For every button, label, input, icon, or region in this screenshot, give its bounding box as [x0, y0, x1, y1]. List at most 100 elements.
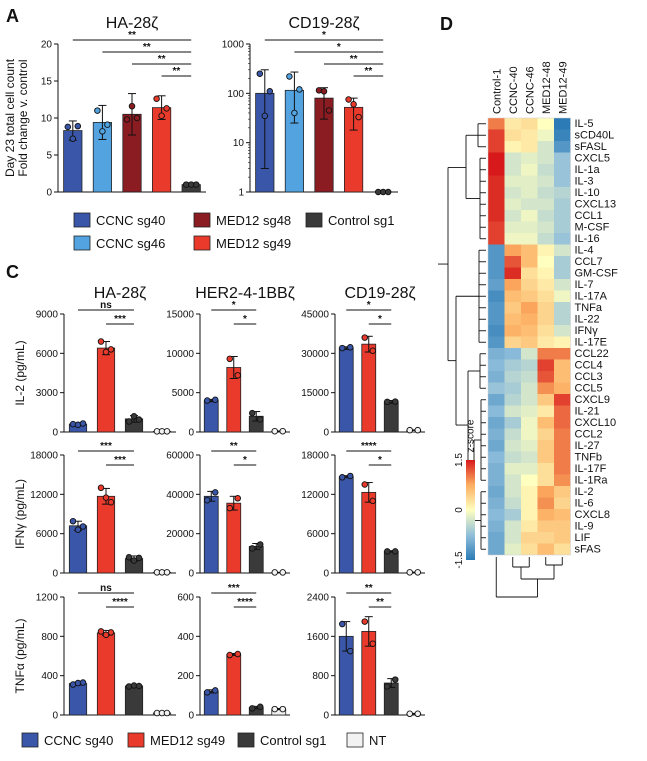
heatmap-cell — [521, 267, 538, 279]
heatmap-cell — [488, 336, 505, 348]
data-point — [69, 135, 77, 142]
significance-label: ** — [230, 441, 238, 452]
significance-label: * — [243, 455, 247, 466]
data-point — [325, 107, 333, 114]
heatmap-cell — [521, 532, 538, 544]
heatmap-row-label: CXCL9 — [575, 394, 610, 406]
heatmap-cell — [521, 129, 538, 141]
legend-swatch — [21, 732, 39, 748]
heatmap-cell — [488, 129, 505, 141]
heatmap-row-label: LIF — [575, 532, 591, 544]
data-point — [163, 569, 171, 576]
heatmap-cell — [554, 279, 571, 291]
heatmap-cell — [537, 509, 554, 521]
data-point — [406, 569, 414, 576]
data-point — [369, 497, 377, 505]
data-point — [392, 398, 399, 405]
significance-label: ** — [173, 66, 181, 77]
heatmap-cell — [488, 187, 505, 199]
data-point — [107, 346, 115, 353]
heatmap-row-label: CCL4 — [575, 360, 603, 372]
heatmap-cell — [521, 198, 538, 210]
heatmap-cell — [537, 175, 554, 187]
heatmap-cell — [537, 129, 554, 141]
y-tick-label: 9000 — [36, 310, 59, 321]
heatmap-cell — [521, 118, 538, 130]
heatmap-row-label: IL-17E — [575, 337, 607, 349]
data-point — [257, 416, 264, 423]
heatmap-cell — [488, 290, 505, 302]
heatmap-row-label: IFNγ — [575, 325, 599, 337]
heatmap-cell — [504, 371, 521, 383]
data-point — [97, 484, 105, 492]
heatmap-cell — [504, 543, 521, 555]
heatmap-row-label: CCL3 — [575, 371, 603, 383]
heatmap-cell — [488, 428, 505, 440]
data-point — [133, 114, 141, 122]
data-point — [104, 121, 111, 128]
heatmap-row-label: CCL22 — [575, 348, 609, 360]
heatmap-cell — [488, 543, 505, 555]
y-tick-label: 400 — [177, 632, 194, 643]
heatmap-cell — [554, 290, 571, 302]
y-tick-label: 6000 — [36, 529, 59, 540]
y-tick-label: 100 — [227, 89, 244, 100]
chart-title: HA-28ζ — [106, 15, 158, 32]
legend-swatch — [305, 212, 323, 228]
heatmap-cell — [554, 486, 571, 498]
colorbar-label: z-score — [466, 419, 477, 452]
heatmap-cell — [521, 313, 538, 325]
legend-c: CCNC sg40 MED12 sg49 Control sg1 NT — [21, 732, 386, 748]
heatmap-cell — [488, 233, 505, 245]
y-tick-label: 45000 — [301, 310, 329, 321]
significance-label: ** — [143, 42, 151, 53]
significance-label: **** — [361, 441, 377, 452]
y-tick-label: 10000 — [166, 349, 194, 360]
heatmap-row-label: IL-17F — [575, 463, 607, 475]
chart-C-IFNg-CD19: 0 6000 12000 18000 ***** — [301, 441, 425, 580]
heatmap-cell — [488, 463, 505, 475]
heatmap-cell — [554, 336, 571, 348]
data-point — [79, 420, 87, 427]
y-tick-label: 1600 — [307, 632, 330, 643]
legend-label: CCNC sg40 — [96, 213, 165, 228]
heatmap-cell — [554, 382, 571, 394]
y-tick-label: 0 — [188, 428, 194, 439]
bar-ccnc-sg40 — [203, 400, 219, 433]
y-tick-label: 10 — [233, 138, 245, 149]
heatmap-cell — [537, 486, 554, 498]
y-tick-label: 15000 — [166, 310, 194, 321]
y-tick-label: 800 — [41, 632, 58, 643]
heatmap-cell — [537, 474, 554, 486]
data-point — [384, 188, 392, 196]
heatmap-cell — [537, 394, 554, 406]
heatmap-cell — [488, 221, 505, 233]
y-axis-label: TNFα (pg/mL) — [13, 619, 27, 694]
heatmap-cell — [504, 175, 521, 187]
heatmap-cell — [554, 474, 571, 486]
heatmap-cell — [488, 256, 505, 268]
y-tick-label: 800 — [312, 671, 329, 682]
heatmap-cell — [488, 210, 505, 222]
heatmap-row-label: IL-16 — [575, 233, 600, 245]
data-point — [347, 344, 354, 351]
y-tick-label: 0 — [52, 711, 58, 722]
data-point — [203, 496, 211, 504]
heatmap-cell — [521, 175, 538, 187]
data-point — [79, 523, 87, 530]
heatmap-cell — [537, 187, 554, 199]
heatmap-cell — [554, 359, 571, 371]
data-point — [226, 651, 233, 659]
y-tick-label: 1200 — [36, 593, 59, 604]
heatmap-row-label: IL-17A — [575, 291, 608, 303]
heatmap-cell — [537, 543, 554, 555]
heatmap-cell — [554, 187, 571, 199]
data-point — [291, 109, 298, 117]
significance-label: *** — [114, 314, 126, 325]
heatmap-cell — [554, 451, 571, 463]
data-point — [123, 116, 131, 123]
heatmap-cell — [554, 428, 571, 440]
heatmap-cell — [521, 359, 538, 371]
heatmap-cell — [488, 371, 505, 383]
